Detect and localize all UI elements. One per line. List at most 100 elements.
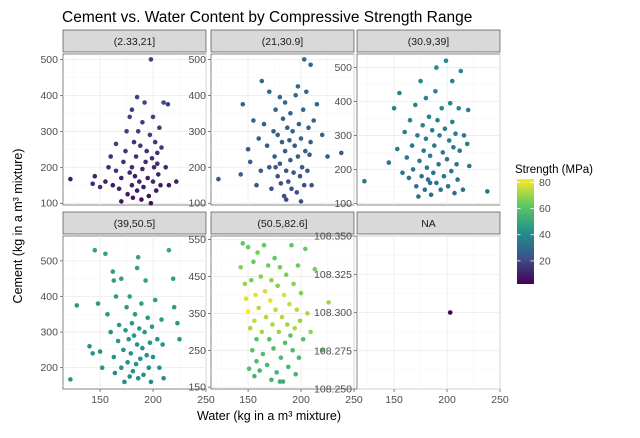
data-point — [92, 173, 98, 179]
color-legend: Strength (MPa) 20 40 60 80 — [515, 164, 593, 284]
data-point — [289, 242, 294, 248]
data-point — [240, 241, 246, 246]
data-point — [110, 182, 116, 188]
data-point — [152, 139, 158, 145]
data-point — [277, 379, 283, 384]
data-point — [301, 57, 307, 62]
data-point — [297, 173, 303, 179]
data-point — [395, 146, 400, 152]
data-point — [397, 90, 402, 96]
data-point — [294, 190, 300, 195]
data-point — [285, 322, 290, 327]
data-point — [141, 372, 146, 378]
data-point — [263, 314, 269, 320]
data-point — [103, 179, 108, 184]
data-point — [255, 250, 260, 255]
data-point — [143, 278, 148, 283]
chart-title: Cement vs. Water Content by Compressive … — [62, 9, 472, 26]
data-point — [260, 351, 266, 357]
data-point — [450, 119, 455, 125]
panel-background — [62, 53, 207, 206]
data-point — [258, 274, 264, 279]
data-point — [174, 179, 179, 184]
data-point — [307, 152, 312, 157]
facet-strip-label: (21,30.9] — [262, 36, 304, 48]
data-point — [299, 165, 305, 170]
data-point — [269, 186, 274, 192]
data-point — [166, 182, 172, 188]
data-point — [277, 265, 283, 270]
data-point — [155, 336, 160, 342]
data-point — [110, 269, 116, 274]
data-point — [119, 175, 124, 181]
data-point — [128, 351, 134, 356]
data-point — [127, 374, 132, 379]
facet-strip-label: NA — [421, 218, 436, 230]
facet-strip-label: (30.9,39] — [408, 36, 450, 48]
data-point — [423, 95, 429, 101]
data-point — [269, 277, 274, 283]
data-point — [283, 197, 289, 202]
data-point — [125, 360, 130, 365]
data-point — [437, 133, 442, 138]
data-point — [247, 159, 253, 165]
data-point — [273, 165, 278, 170]
data-point — [74, 303, 80, 308]
data-point — [161, 100, 166, 105]
y-tick-label: 108.350 — [314, 231, 352, 243]
data-point — [465, 107, 471, 113]
data-point — [216, 176, 221, 182]
data-point — [428, 192, 434, 198]
data-point — [362, 178, 367, 184]
data-point — [264, 143, 270, 148]
data-point — [449, 168, 454, 174]
data-point — [308, 139, 313, 145]
y-tick-label: 500 — [188, 54, 206, 66]
data-point — [285, 125, 290, 130]
data-point — [281, 292, 287, 298]
data-point — [450, 78, 455, 84]
data-point — [261, 121, 267, 127]
data-point — [287, 301, 292, 307]
data-point — [279, 314, 285, 320]
data-point — [113, 141, 119, 147]
y-tick-label: 300 — [334, 130, 352, 142]
data-point — [68, 377, 73, 382]
data-point — [485, 189, 490, 194]
y-tick-label: 200 — [334, 164, 352, 176]
data-point — [455, 177, 460, 182]
data-point — [124, 129, 129, 134]
y-axis-title: Cement (kg in a m³ mixture) — [11, 149, 25, 304]
data-point — [254, 336, 259, 342]
data-point — [140, 166, 145, 172]
data-point — [308, 329, 313, 335]
data-point — [267, 336, 272, 342]
data-point — [298, 290, 304, 296]
y-tick-label: 300 — [188, 126, 206, 138]
data-point — [434, 65, 439, 70]
data-point — [451, 145, 456, 150]
y-tick-label: 200 — [188, 162, 206, 174]
y-tick-label: 100 — [188, 198, 206, 210]
data-point — [87, 344, 92, 349]
x-tick-label: 200 — [292, 394, 310, 406]
data-point — [127, 114, 132, 120]
data-point — [268, 298, 273, 303]
data-point — [431, 170, 436, 176]
data-point — [243, 296, 249, 302]
data-point — [278, 181, 284, 186]
data-point — [325, 154, 330, 159]
data-point — [294, 307, 300, 313]
data-point — [142, 329, 147, 335]
data-point — [90, 181, 95, 187]
data-point — [163, 165, 168, 170]
data-point — [134, 94, 140, 100]
data-point — [435, 117, 440, 123]
data-point — [275, 173, 281, 179]
data-point — [134, 265, 140, 271]
data-point — [433, 89, 438, 94]
data-point — [438, 187, 444, 192]
x-tick-label: 200 — [438, 394, 456, 406]
facet-panel: (30.9,39] 100 200 300 400 500 — [334, 29, 501, 210]
